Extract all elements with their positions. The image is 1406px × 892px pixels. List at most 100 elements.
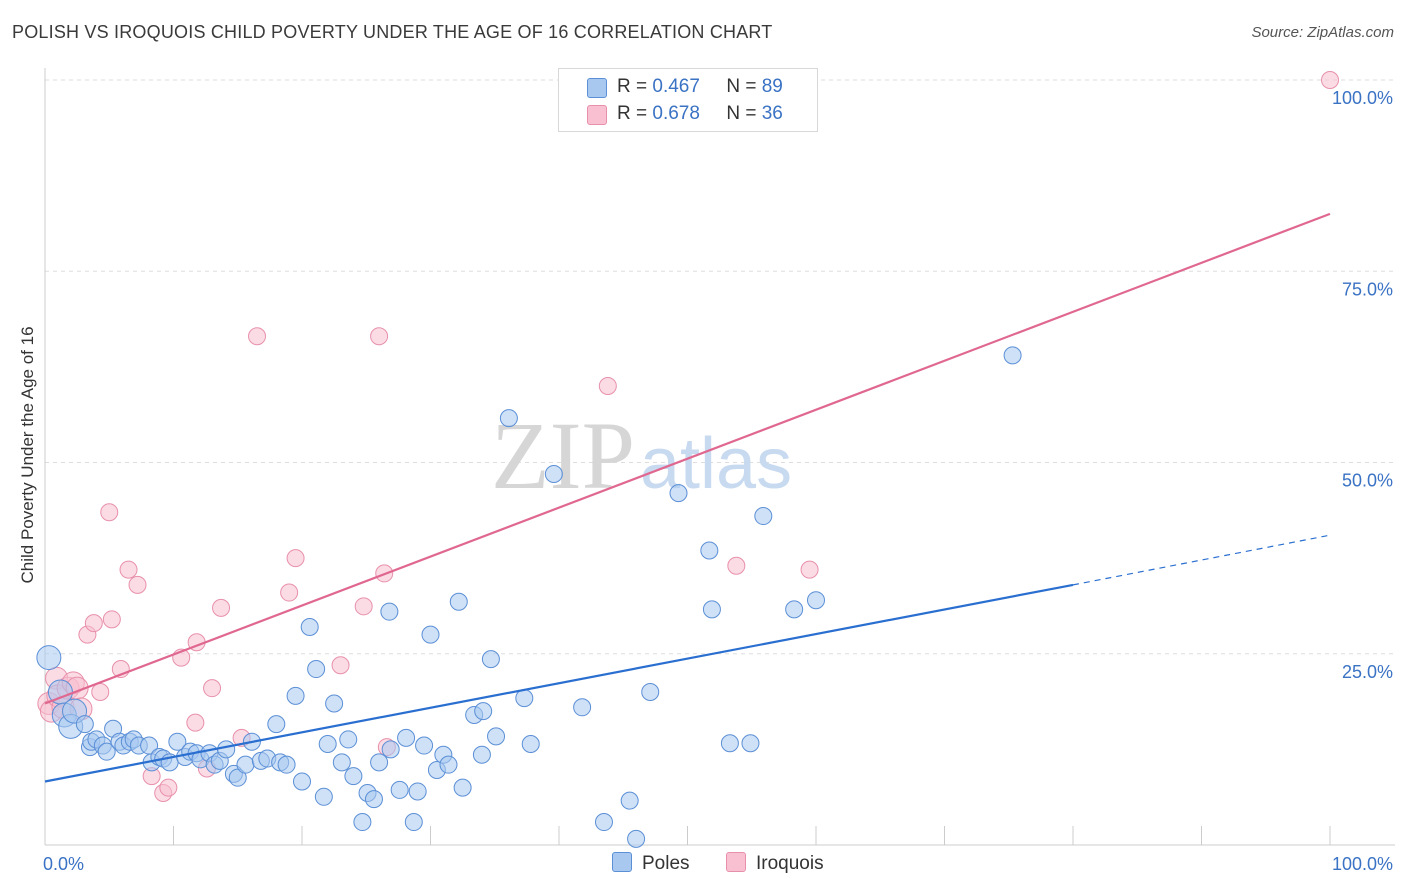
poles-n-label: N =: [726, 76, 757, 97]
iroquois-point: [248, 327, 267, 346]
iroquois-point: [727, 556, 746, 575]
poles-point: [75, 715, 94, 734]
iroquois-n-label: N =: [726, 103, 757, 124]
iroquois-point: [91, 683, 110, 701]
poles-point: [404, 813, 423, 832]
iroquois-point: [102, 610, 121, 629]
poles-point: [594, 813, 613, 832]
chart-title: POLISH VS IROQUOIS CHILD POVERTY UNDER T…: [12, 22, 773, 42]
iroquois-n-value: 36: [761, 103, 783, 124]
y-tick-label: 75.0%: [1342, 279, 1393, 299]
poles-point: [332, 753, 351, 772]
poles-point: [754, 507, 773, 526]
y-tick-label: 50.0%: [1342, 471, 1393, 491]
poles-point: [325, 694, 344, 713]
poles-point: [641, 683, 660, 701]
poles-point: [307, 660, 326, 679]
poles-point: [620, 791, 639, 810]
poles-point: [702, 600, 721, 619]
bottom-poles-swatch: [612, 852, 632, 872]
iroquois-point: [800, 560, 819, 579]
poles-point: [390, 780, 409, 799]
bottom-legend-iroquois: Iroquois: [726, 852, 824, 875]
poles-series: [36, 346, 1022, 848]
poles-point: [487, 727, 506, 746]
poles-point: [217, 740, 236, 759]
bottom-iroquois-label: Iroquois: [756, 853, 824, 874]
poles-point: [499, 409, 518, 428]
poles-point: [97, 742, 116, 761]
poles-swatch: [587, 78, 607, 98]
poles-point: [380, 602, 399, 621]
poles-point: [314, 787, 333, 806]
iroquois-swatch: [587, 105, 607, 125]
poles-point: [741, 734, 760, 753]
poles-point: [286, 686, 305, 705]
poles-point: [1003, 346, 1022, 365]
poles-n-value: 89: [761, 76, 783, 97]
iroquois-point: [186, 713, 205, 732]
poles-point: [36, 645, 62, 671]
iroquois-point: [280, 583, 299, 602]
poles-point: [370, 753, 389, 772]
poles-point: [481, 650, 500, 669]
poles-point: [449, 592, 468, 611]
poles-point: [521, 735, 540, 754]
iroquois-point: [119, 560, 138, 579]
grid-lines: [45, 79, 1395, 655]
watermark: ZIP atlas: [491, 402, 792, 509]
poles-point: [415, 736, 434, 755]
poles-trend-line: [44, 583, 1074, 783]
poles-point: [408, 782, 427, 801]
poles-point: [669, 484, 688, 503]
correlation-legend: R = 0.467 N = 89 R = 0.678 N = 36: [558, 68, 818, 132]
iroquois-r-value: 0.678: [652, 103, 700, 124]
poles-point: [364, 790, 383, 809]
poles-point: [421, 625, 440, 644]
bottom-iroquois-swatch: [726, 852, 746, 872]
iroquois-point: [354, 597, 373, 616]
x-tick-label: 100.0%: [1332, 854, 1393, 874]
poles-point: [700, 541, 719, 560]
poles-point: [300, 617, 319, 636]
poles-point: [168, 732, 187, 751]
bottom-poles-label: Poles: [642, 853, 690, 874]
poles-point: [397, 728, 416, 747]
iroquois-point: [128, 575, 147, 594]
iroquois-point: [100, 503, 119, 522]
y-tick-label: 25.0%: [1342, 662, 1393, 682]
iroquois-point: [212, 598, 231, 617]
poles-point: [544, 464, 563, 483]
poles-point: [318, 735, 337, 754]
tick-labels: 25.0% 50.0% 75.0% 100.0% 0.0% 100.0%: [43, 88, 1393, 874]
poles-r-value: 0.467: [652, 76, 700, 97]
poles-point: [573, 698, 592, 717]
poles-point: [807, 591, 825, 610]
iroquois-r-label: R =: [617, 103, 648, 124]
iroquois-point: [331, 656, 350, 675]
iroquois-point: [598, 377, 617, 395]
poles-point: [627, 829, 646, 848]
iroquois-trend-line: [44, 212, 1331, 705]
poles-point: [472, 745, 491, 764]
poles-r-label: R =: [617, 76, 648, 97]
iroquois-point: [286, 549, 305, 568]
poles-trend-extension: [1072, 534, 1331, 586]
poles-point: [267, 715, 286, 734]
iroquois-point: [1321, 71, 1339, 89]
poles-point: [353, 813, 372, 832]
source-label: Source: ZipAtlas.com: [1251, 24, 1394, 41]
poles-point: [293, 772, 311, 791]
poles-point: [277, 755, 296, 774]
iroquois-point: [203, 679, 222, 698]
watermark-atlas: atlas: [640, 424, 792, 504]
poles-point: [339, 730, 358, 749]
poles-point: [785, 600, 804, 619]
poles-point: [474, 702, 493, 721]
iroquois-point: [370, 327, 389, 346]
poles-point: [236, 755, 255, 774]
poles-point: [381, 740, 400, 759]
bottom-legend-poles: Poles: [612, 852, 690, 875]
iroquois-point: [159, 778, 178, 797]
poles-point: [720, 734, 739, 753]
